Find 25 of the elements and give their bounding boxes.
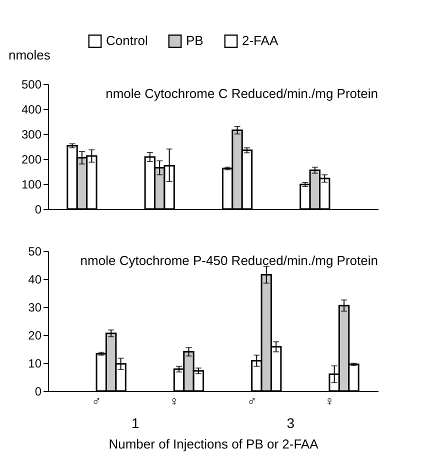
x-tick-label: ♂ [246,394,257,408]
y-tick-label: 300 [21,128,42,142]
y-tick-label: 40 [28,272,42,286]
legend-label: 2-FAA [242,33,278,48]
x-axis-title: Number of Injections of PB or 2-FAA [108,436,319,452]
legend-label: Control [106,33,148,48]
y-tick-label: 20 [28,328,42,342]
y-tick-label: 30 [28,300,42,314]
chart-title: nmole Cytochrome P-450 Reduced/min./mg Protein [80,253,378,268]
y-tick-label: 200 [21,152,42,166]
y-tick-label: 50 [28,244,42,258]
y-tick-label: 100 [21,178,42,192]
y-axis-title: nmoles [8,48,51,62]
y-tick-label: 0 [34,202,42,216]
x-tick-label: ♀ [324,394,334,408]
y-tick-label: 400 [21,102,42,116]
x-tick-label: ♀ [169,394,180,408]
legend-label: PB [186,33,204,48]
y-tick-label: 10 [28,356,42,370]
y-tick-label: 500 [21,78,42,92]
text: 3 [286,415,295,431]
x-tick-label: ♂ [92,394,102,408]
chart-title: nmole Cytochrome C Reduced/min./mg Protein [106,86,378,101]
text: 1 [131,415,140,431]
y-tick-label: 0 [34,384,42,398]
